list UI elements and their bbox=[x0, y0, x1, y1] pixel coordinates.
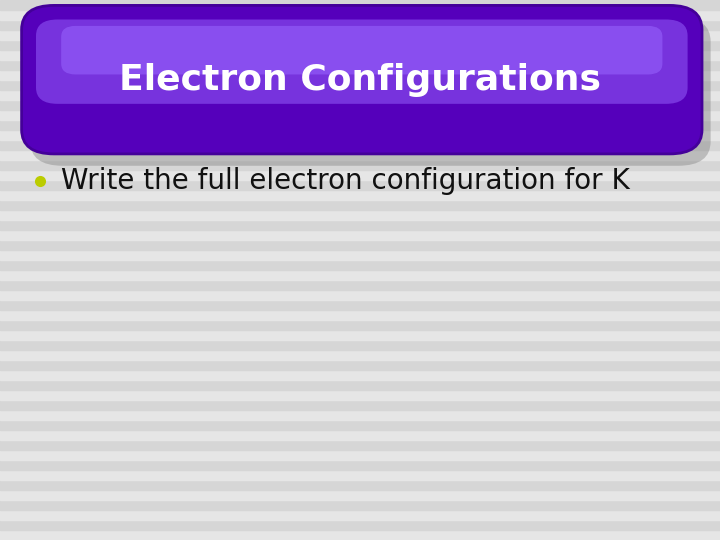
Bar bbox=[0, 460, 720, 470]
Bar bbox=[0, 20, 720, 30]
Bar bbox=[0, 430, 720, 440]
Bar bbox=[0, 280, 720, 290]
Bar bbox=[0, 110, 720, 120]
Bar bbox=[0, 40, 720, 50]
Bar bbox=[0, 440, 720, 450]
Bar bbox=[0, 490, 720, 500]
Bar bbox=[0, 500, 720, 510]
FancyBboxPatch shape bbox=[61, 26, 662, 75]
Bar bbox=[0, 240, 720, 250]
Bar bbox=[0, 410, 720, 420]
Bar bbox=[0, 10, 720, 20]
Bar bbox=[0, 150, 720, 160]
Bar bbox=[0, 90, 720, 100]
Bar bbox=[0, 510, 720, 520]
Bar bbox=[0, 50, 720, 60]
Bar bbox=[0, 220, 720, 230]
FancyBboxPatch shape bbox=[22, 5, 702, 154]
Bar bbox=[0, 470, 720, 480]
Bar bbox=[0, 30, 720, 40]
Bar bbox=[0, 210, 720, 220]
Bar bbox=[0, 270, 720, 280]
Bar bbox=[0, 100, 720, 110]
Bar bbox=[0, 120, 720, 130]
Bar bbox=[0, 180, 720, 190]
Bar bbox=[0, 370, 720, 380]
Bar bbox=[0, 80, 720, 90]
Bar bbox=[0, 530, 720, 540]
Bar bbox=[0, 290, 720, 300]
Bar bbox=[0, 190, 720, 200]
Bar bbox=[0, 70, 720, 80]
Bar bbox=[0, 360, 720, 370]
Bar bbox=[0, 400, 720, 410]
Bar bbox=[0, 0, 720, 10]
Bar bbox=[0, 450, 720, 460]
Bar bbox=[0, 230, 720, 240]
Bar bbox=[0, 310, 720, 320]
Text: Electron Configurations: Electron Configurations bbox=[119, 63, 601, 97]
Bar bbox=[0, 160, 720, 170]
Bar bbox=[0, 200, 720, 210]
FancyBboxPatch shape bbox=[30, 17, 711, 166]
Bar bbox=[0, 170, 720, 180]
Bar bbox=[0, 330, 720, 340]
Bar bbox=[0, 250, 720, 260]
Bar bbox=[0, 390, 720, 400]
Bar bbox=[0, 340, 720, 350]
Bar bbox=[0, 380, 720, 390]
Bar bbox=[0, 60, 720, 70]
Bar bbox=[0, 260, 720, 270]
Bar bbox=[0, 350, 720, 360]
Text: Write the full electron configuration for K: Write the full electron configuration fo… bbox=[61, 167, 630, 195]
FancyBboxPatch shape bbox=[36, 19, 688, 104]
Bar bbox=[0, 420, 720, 430]
Bar bbox=[0, 130, 720, 140]
Bar bbox=[0, 520, 720, 530]
Bar bbox=[0, 300, 720, 310]
Bar bbox=[0, 320, 720, 330]
Bar bbox=[0, 480, 720, 490]
Bar bbox=[0, 140, 720, 150]
